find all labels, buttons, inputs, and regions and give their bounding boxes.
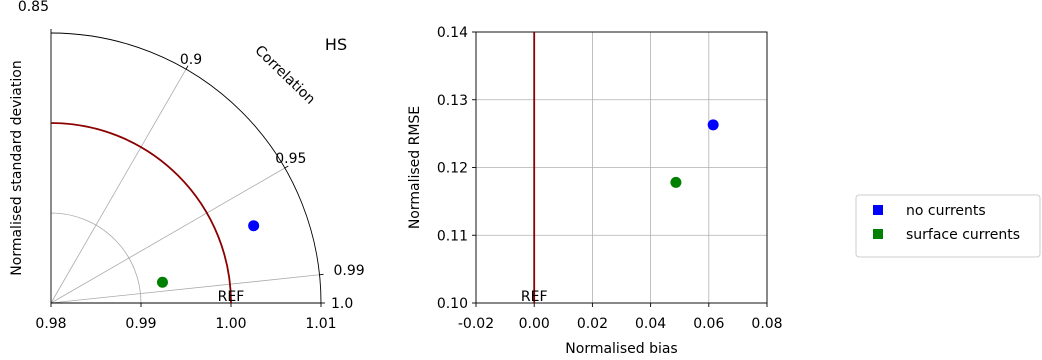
chart-title: HS: [325, 35, 347, 54]
std-axis-label: Normalised standard deviation: [9, 60, 25, 275]
reference-arc: [50, 122, 232, 304]
correlation-tick-label: 1.0: [331, 296, 353, 312]
std-tick-label: 0.98: [35, 316, 66, 332]
std-tick-label: 1.01: [305, 316, 336, 332]
taylor-diagram: REF 0.98 0.99 1.00 1.01 0.85 0.9 0.95 0.99 1.0 Cor…: [9, 0, 365, 332]
y-tick-label: 0.14: [437, 25, 468, 41]
correlation-grid-line: [50, 274, 320, 304]
legend-marker: [873, 229, 883, 239]
x-tick-label: 0.06: [693, 316, 724, 332]
legend-label: no currents: [906, 203, 986, 219]
correlation-tick-mark: [185, 65, 189, 70]
bias-rmse-scatter: -0.02 0.00 0.02 0.04 0.06 0.08 0.10 0.11 0.12 0.1…: [407, 25, 783, 357]
correlation-tick-label: 0.95: [275, 151, 306, 167]
data-point-no-currents: [707, 119, 719, 131]
data-point-no-currents: [248, 220, 260, 232]
correlation-tick-label: 0.9: [180, 52, 202, 68]
x-axis-label: Normalised bias: [565, 341, 677, 357]
std-grid-arc: [50, 212, 142, 304]
correlation-tick-label: 0.85: [18, 0, 49, 15]
y-tick-label: 0.10: [437, 296, 468, 312]
x-tick-label: 0.00: [519, 316, 550, 332]
correlation-tick-mark: [284, 165, 289, 169]
legend: no currents surface currents: [855, 194, 1041, 258]
correlation-tick-label: 0.99: [334, 263, 365, 279]
data-point-surface-currents: [156, 276, 168, 288]
x-tick-label: 0.04: [635, 316, 666, 332]
outer-arc: [50, 32, 322, 304]
correlation-axis-label: Correlation: [251, 43, 318, 108]
x-tick-label: -0.02: [458, 316, 494, 332]
std-tick-label: 0.99: [125, 316, 156, 332]
legend-label: surface currents: [906, 227, 1020, 243]
correlation-grid-line: [50, 167, 286, 304]
legend-frame: [855, 194, 1041, 258]
y-tick-label: 0.12: [437, 161, 468, 177]
legend-marker: [873, 205, 883, 215]
y-axis-label: Normalised RMSE: [407, 106, 423, 229]
y-tick-label: 0.13: [437, 93, 468, 109]
data-point-surface-currents: [670, 176, 682, 188]
correlation-grid-line: [50, 68, 187, 304]
reference-label: REF: [521, 289, 548, 305]
y-tick-label: 0.11: [437, 228, 468, 244]
reference-label: REF: [218, 289, 245, 305]
x-tick-label: 0.02: [577, 316, 608, 332]
std-tick-label: 1.00: [215, 316, 246, 332]
x-tick-label: 0.08: [751, 316, 782, 332]
